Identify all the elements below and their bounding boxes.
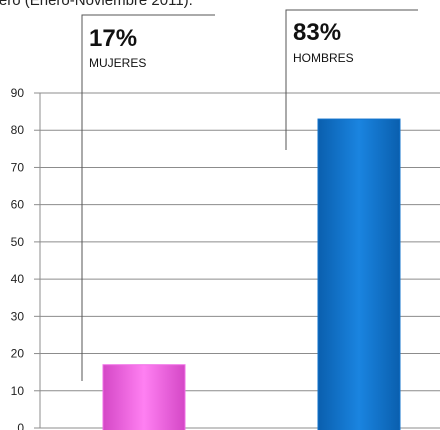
y-tick-label: 10 bbox=[11, 384, 25, 398]
leader-line-mujeres bbox=[81, 14, 215, 381]
y-tick-label: 40 bbox=[11, 272, 25, 286]
y-tick-label: 0 bbox=[17, 421, 24, 430]
chart-title-fragment: por género (Enero-Noviembre 2011). bbox=[0, 0, 440, 10]
callout-label-mujeres: MUJERES bbox=[89, 56, 147, 70]
callout-percent-hombres: 83% bbox=[293, 19, 342, 46]
bar-mujeres bbox=[102, 364, 186, 430]
leader-line-hombres bbox=[285, 9, 418, 150]
y-tick-label: 20 bbox=[11, 347, 25, 361]
callout-percent-mujeres: 17% bbox=[89, 25, 138, 52]
y-tick-label: 80 bbox=[11, 123, 25, 137]
callout-label-hombres: HOMBRES bbox=[293, 51, 354, 65]
bars bbox=[102, 118, 401, 430]
y-tick-label: 90 bbox=[11, 86, 25, 100]
callout-leader-lines bbox=[81, 9, 418, 381]
chart-title-text: por género (Enero-Noviembre 2011). bbox=[0, 0, 193, 9]
y-tick-label: 60 bbox=[11, 198, 25, 212]
y-tick-label: 50 bbox=[11, 235, 25, 249]
bar-hombres bbox=[317, 118, 401, 430]
y-axis-ticks: 0 10 20 30 40 50 60 70 80 90 bbox=[11, 86, 41, 430]
y-tick-label: 30 bbox=[11, 309, 25, 323]
y-tick-label: 70 bbox=[11, 160, 25, 174]
